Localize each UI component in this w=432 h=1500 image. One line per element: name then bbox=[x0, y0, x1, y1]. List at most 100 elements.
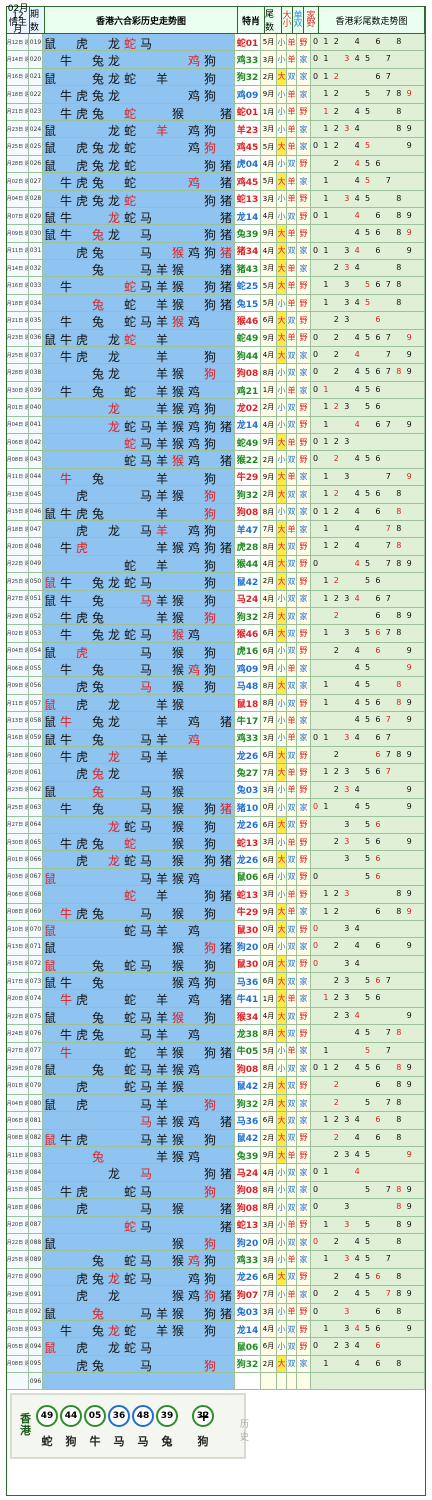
period-number: 019 bbox=[29, 34, 43, 51]
trend-digit: 2 bbox=[333, 610, 339, 620]
trend-digit: 1 bbox=[323, 384, 329, 394]
trend-digit: 9 bbox=[406, 784, 412, 794]
zodiac-mark: 猪 bbox=[220, 889, 233, 903]
trend-digit: 0 bbox=[313, 802, 319, 812]
trend-digit: 2 bbox=[333, 993, 339, 1003]
zodiac-grid: 虎龙猴鸡狗猪 bbox=[43, 1286, 235, 1303]
domestic-wild-value: 野 bbox=[297, 451, 311, 468]
zodiac-mark: 兔 bbox=[92, 732, 105, 747]
trend-digit: 3 bbox=[344, 123, 350, 133]
tail-value: 6月 bbox=[261, 1338, 277, 1355]
domestic-wild-value: 家 bbox=[297, 973, 311, 990]
trend-digit: 8 bbox=[396, 906, 402, 916]
period-number: 046 bbox=[29, 503, 43, 520]
zodiac-mark: 鸡 bbox=[188, 315, 201, 329]
domestic-wild-value: 家 bbox=[297, 903, 311, 920]
special-zodiac: 蛇25 bbox=[235, 277, 261, 294]
trend-digit: 6 bbox=[375, 367, 381, 377]
odd-even-value: 单 bbox=[287, 660, 297, 677]
zodiac-mark: 牛 bbox=[60, 1132, 73, 1146]
zodiac-mark: 狗 bbox=[204, 541, 217, 555]
domestic-wild-value: 野 bbox=[297, 1303, 311, 1320]
period-number: 072 bbox=[29, 955, 43, 973]
size-value: 大 bbox=[277, 1007, 287, 1025]
special-zodiac: 龙26 bbox=[235, 816, 261, 833]
trend-digit: 9 bbox=[406, 941, 412, 951]
trend-digit: 4 bbox=[354, 680, 360, 690]
trend-digit: 5 bbox=[365, 89, 371, 99]
zodiac-mark: 猴 bbox=[172, 819, 185, 833]
size-value: 小 bbox=[277, 642, 287, 660]
zodiac-mark: 兔 bbox=[92, 593, 105, 607]
domestic-wild-value: 野 bbox=[297, 34, 311, 51]
trend-digit: 7 bbox=[385, 750, 391, 760]
zodiac-grid: 鼠兔蛇马猴狗 bbox=[43, 955, 235, 973]
zodiac-mark: 蛇 bbox=[124, 854, 137, 868]
trend-digit: 6 bbox=[375, 993, 381, 1003]
zodiac-grid: 鼠虎兔龙蛇鸡狗 bbox=[43, 138, 235, 155]
zodiac-mark: 牛 bbox=[60, 976, 73, 990]
history-link[interactable]: 历史 bbox=[240, 1420, 250, 1443]
zodiac-mark: 兔 bbox=[92, 576, 105, 590]
zodiac-mark: 兔 bbox=[92, 663, 105, 677]
odd-even-value: 单 bbox=[287, 277, 297, 294]
size-value: 小 bbox=[277, 364, 287, 381]
zodiac-mark: 鼠 bbox=[44, 784, 57, 799]
zodiac-mark: 鸡 bbox=[188, 419, 201, 433]
zodiac-mark: 牛 bbox=[60, 384, 73, 399]
result-ball: 48 bbox=[132, 1405, 154, 1427]
odd-even-value: 单 bbox=[287, 781, 297, 799]
zodiac-mark: 鼠 bbox=[44, 210, 57, 225]
trend-digit: 8 bbox=[396, 1115, 402, 1125]
size-value: 小 bbox=[277, 1181, 287, 1199]
trend-digit: 6 bbox=[375, 332, 381, 342]
special-zodiac: 鸡21 bbox=[235, 381, 261, 399]
zodiac-mark: 猪 bbox=[220, 1219, 233, 1233]
draw-date: 06月03日 週六 bbox=[7, 868, 29, 886]
zodiac-mark: 羊 bbox=[156, 402, 169, 416]
domestic-wild-value: 野 bbox=[297, 190, 311, 207]
trend-digit: 2 bbox=[333, 1271, 339, 1281]
zodiac-mark: 羊 bbox=[156, 384, 169, 399]
period-number: 020 bbox=[29, 51, 43, 68]
special-zodiac: 猴34 bbox=[235, 1007, 261, 1025]
zodiac-mark: 鸡 bbox=[188, 1115, 201, 1129]
zodiac-mark: 兔 bbox=[92, 506, 105, 520]
odd-even-value: 双 bbox=[287, 694, 297, 712]
odd-even-value: 单 bbox=[287, 712, 297, 729]
size-value: 小 bbox=[277, 590, 287, 607]
size-value: 大 bbox=[277, 573, 287, 590]
zodiac-mark: 猪 bbox=[220, 454, 233, 468]
trend-digit: 0 bbox=[313, 1202, 319, 1212]
zodiac-mark: 羊 bbox=[156, 436, 169, 451]
size-value: 大 bbox=[277, 520, 287, 538]
size-value: 小 bbox=[277, 729, 287, 747]
special-zodiac: 龙14 bbox=[235, 207, 261, 225]
zodiac-grid: 鼠牛兔龙蛇马狗 bbox=[43, 573, 235, 590]
period-number: 026 bbox=[29, 155, 43, 173]
zodiac-mark: 猴 bbox=[172, 384, 185, 399]
zodiac-mark: 马 bbox=[140, 1202, 153, 1216]
trend-digit: 2 bbox=[333, 1063, 339, 1073]
tail-value: 1月 bbox=[261, 990, 277, 1007]
trend-digit: 6 bbox=[375, 1080, 381, 1090]
tail-value: 3月 bbox=[261, 260, 277, 277]
zodiac-mark: 牛 bbox=[60, 1045, 73, 1060]
period-number: 043 bbox=[29, 451, 43, 468]
tail-value: 9月 bbox=[261, 660, 277, 677]
zodiac-mark: 马 bbox=[140, 784, 153, 799]
zodiac-mark: 狗 bbox=[204, 1045, 217, 1060]
tail-value: 5月 bbox=[261, 34, 277, 51]
trend-digit: 5 bbox=[365, 663, 371, 673]
trend-digit: 2 bbox=[333, 71, 339, 81]
domestic-wild-value: 家 bbox=[297, 173, 311, 190]
odd-even-value: 双 bbox=[287, 1268, 297, 1286]
domestic-wild-value: 野 bbox=[297, 538, 311, 555]
size-value: 大 bbox=[277, 607, 287, 625]
trend-digit: 1 bbox=[323, 1358, 329, 1368]
trend-digit: 9 bbox=[406, 228, 412, 238]
zodiac-mark: 羊 bbox=[156, 1045, 169, 1060]
